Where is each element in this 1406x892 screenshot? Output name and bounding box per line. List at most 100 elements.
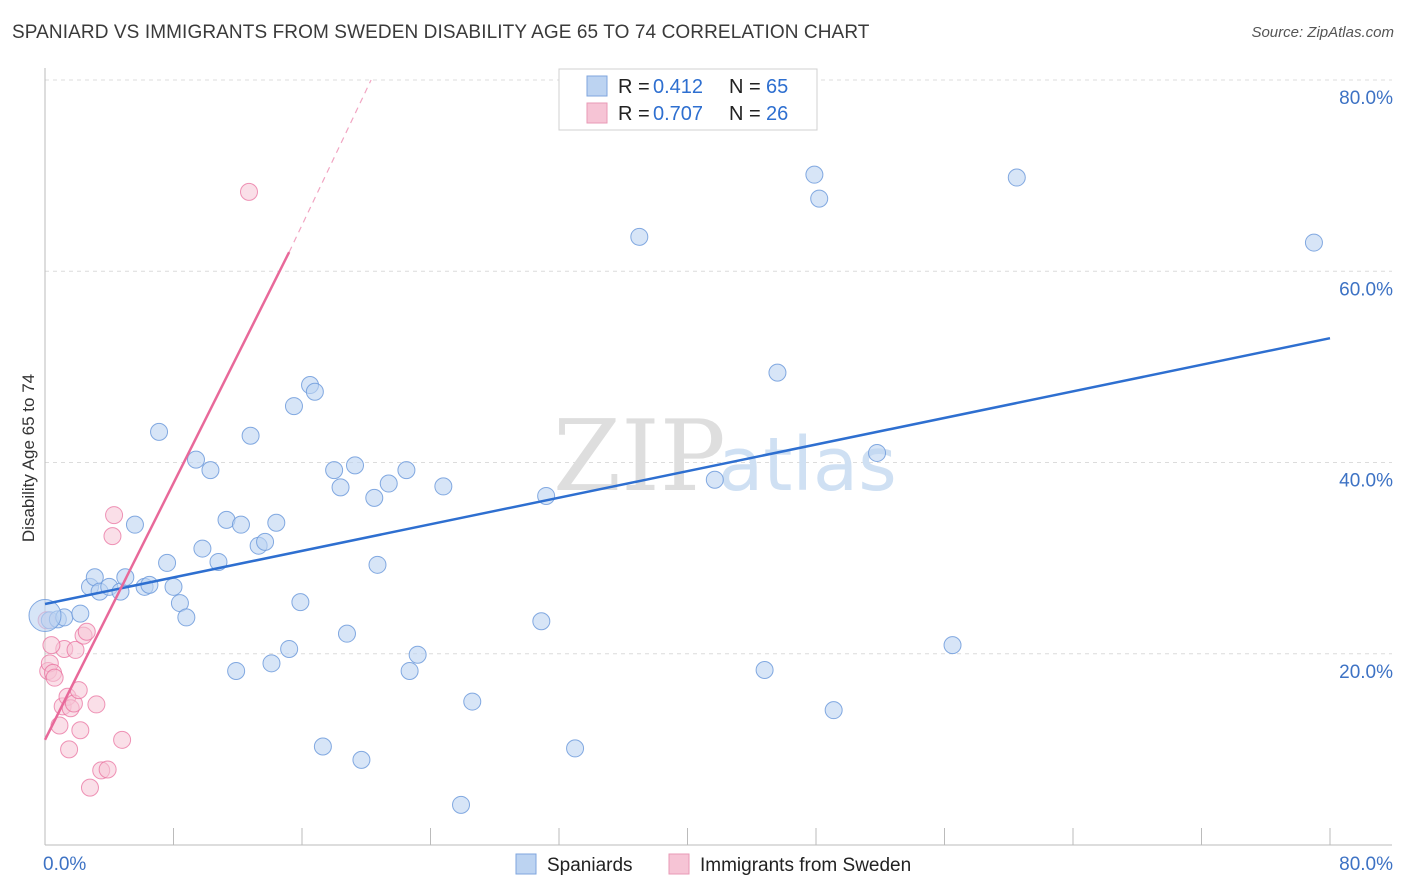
spaniard-point-25 — [241, 426, 260, 445]
x-tick-label-1: 80.0% — [1339, 854, 1393, 875]
sweden-point-25 — [42, 636, 61, 655]
sweden-point-14 — [71, 721, 90, 740]
sweden-point-18 — [87, 695, 106, 714]
chart-title: SPANIARD VS IMMIGRANTS FROM SWEDEN DISAB… — [12, 22, 870, 43]
y-tick-label-1: 60.0% — [1339, 279, 1393, 300]
spaniard-point-48 — [452, 795, 471, 814]
source-label: Source: ZipAtlas.com — [1251, 24, 1394, 41]
sweden-point-20 — [98, 760, 117, 779]
sweden-points — [37, 182, 258, 797]
spaniard-point-42 — [368, 555, 387, 574]
spaniard-point-15 — [164, 577, 183, 596]
bottom-legend-swatch-spaniards — [515, 853, 537, 875]
spaniard-point-34 — [305, 382, 324, 401]
legend-n-label-2: N = — [729, 103, 761, 125]
spaniard-point-47 — [434, 477, 453, 496]
spaniard-point-19 — [193, 539, 212, 558]
sweden-point-4 — [45, 668, 64, 687]
spaniard-point-35 — [313, 737, 332, 756]
spaniard-point-63 — [1304, 233, 1323, 252]
spaniard-point-40 — [352, 750, 371, 769]
legend-r-label-2: R = — [618, 103, 650, 125]
legend-r-value-1: 0.412 — [653, 76, 703, 98]
spaniard-point-27 — [256, 532, 275, 551]
spaniard-point-44 — [397, 461, 416, 480]
sweden-point-17 — [80, 778, 99, 797]
y-tick-labels: 80.0% 60.0% 40.0% 20.0% — [1339, 88, 1393, 683]
spaniard-point-62 — [1007, 168, 1026, 187]
spaniard-point-37 — [331, 478, 350, 497]
legend-box: R = 0.412 N = 65 R = 0.707 N = 26 — [558, 68, 818, 131]
spaniard-point-60 — [868, 443, 887, 462]
sweden-point-9 — [60, 740, 79, 759]
spaniard-point-49 — [463, 692, 482, 711]
spaniard-point-24 — [231, 515, 250, 534]
sweden-trend-extension — [288, 79, 372, 253]
y-axis-label: Disability Age 65 to 74 — [19, 374, 38, 542]
spaniard-point-58 — [810, 189, 829, 208]
spaniard-point-3 — [71, 604, 90, 623]
spaniard-trend-line — [44, 336, 1331, 606]
legend-n-value-2: 26 — [766, 103, 788, 125]
spaniard-point-43 — [379, 474, 398, 493]
spaniard-point-32 — [291, 593, 310, 612]
spaniard-point-46 — [408, 645, 427, 664]
spaniard-point-28 — [262, 654, 281, 673]
bottom-legend-spaniards: Spaniards — [547, 855, 633, 876]
y-tick-label-3: 20.0% — [1339, 662, 1393, 683]
spaniard-point-17 — [177, 608, 196, 627]
sweden-point-12 — [66, 640, 85, 659]
sweden-point-24 — [239, 182, 258, 201]
sweden-point-21 — [103, 527, 122, 546]
spaniard-point-61 — [943, 636, 962, 655]
spaniard-point-23 — [227, 661, 246, 680]
legend-swatch-sweden — [586, 102, 608, 124]
spaniard-point-50 — [532, 612, 551, 631]
watermark-atlas: atlas — [718, 422, 897, 508]
bottom-legend: Spaniards Immigrants from Sweden — [515, 853, 911, 876]
bottom-legend-swatch-sweden — [668, 853, 690, 875]
sweden-point-16 — [77, 622, 96, 641]
spaniard-point-56 — [768, 363, 787, 382]
legend-n-label-1: N = — [729, 76, 761, 98]
axes — [44, 68, 1392, 846]
spaniard-point-30 — [280, 639, 299, 658]
spaniard-point-59 — [824, 701, 843, 720]
spaniard-point-57 — [805, 165, 824, 184]
spaniard-point-38 — [337, 624, 356, 643]
x-tick-labels: 0.0% 80.0% — [43, 854, 1393, 875]
bottom-legend-sweden: Immigrants from Sweden — [700, 855, 911, 876]
legend-r-label-1: R = — [618, 76, 650, 98]
legend-r-value-2: 0.707 — [653, 103, 703, 125]
spaniard-point-36 — [325, 461, 344, 480]
spaniard-point-64 — [28, 599, 62, 632]
spaniard-point-39 — [346, 456, 365, 475]
y-tick-label-2: 40.0% — [1339, 471, 1393, 492]
sweden-point-22 — [105, 506, 124, 525]
spaniard-point-31 — [284, 397, 303, 416]
spaniard-point-13 — [150, 422, 169, 441]
spaniard-point-14 — [158, 553, 177, 572]
watermark: ZIP atlas — [553, 400, 897, 514]
spaniard-point-10 — [125, 515, 144, 534]
legend-swatch-spaniards — [586, 75, 608, 97]
spaniard-point-52 — [566, 739, 585, 758]
spaniard-point-54 — [705, 470, 724, 489]
spaniard-point-18 — [186, 450, 205, 469]
x-tick-label-0: 0.0% — [43, 854, 86, 875]
spaniard-point-29 — [267, 513, 286, 532]
trend-lines — [43, 79, 1331, 741]
sweden-point-23 — [113, 730, 132, 749]
spaniard-point-53 — [630, 227, 649, 246]
spaniard-points — [28, 165, 1323, 814]
spaniard-point-41 — [365, 488, 384, 507]
sweden-trend-line — [43, 251, 291, 741]
spaniard-point-55 — [755, 661, 774, 680]
watermark-zip: ZIP — [553, 400, 726, 514]
legend-n-value-1: 65 — [766, 76, 788, 98]
y-tick-label-0: 80.0% — [1339, 88, 1393, 109]
spaniard-point-20 — [201, 461, 220, 480]
spaniard-point-45 — [400, 661, 419, 680]
